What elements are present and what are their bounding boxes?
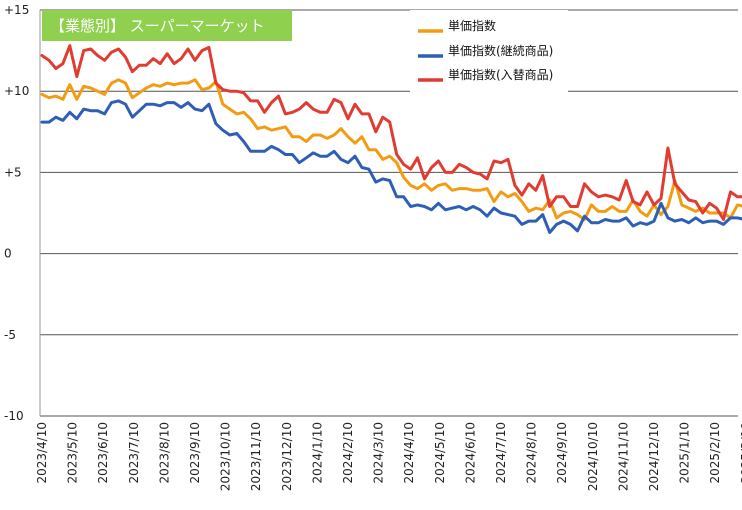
- x-tick-label: 2025/2/10: [708, 422, 722, 484]
- x-tick-label: 2024/11/10: [616, 422, 630, 491]
- x-tick-label: 2023/10/10: [219, 422, 233, 491]
- x-tick-label: 2025/3/10: [739, 422, 742, 484]
- x-tick-label: 2023/6/10: [96, 422, 110, 484]
- y-tick-label: -5: [4, 328, 16, 342]
- legend-label-continuing: 単価指数(継続商品): [448, 43, 553, 58]
- x-tick-label: 2024/5/10: [433, 422, 447, 484]
- x-tick-label: 2023/7/10: [127, 422, 141, 484]
- legend-label-replacement: 単価指数(入替商品): [448, 67, 553, 82]
- x-tick-label: 2023/5/10: [66, 422, 80, 484]
- chart-title: 【業態別】 スーパーマーケット: [50, 17, 265, 35]
- x-tick-label: 2024/12/10: [647, 422, 661, 491]
- x-tick-label: 2023/12/10: [280, 422, 294, 491]
- series-lines: [40, 44, 742, 234]
- x-tick-label: 2024/7/10: [494, 422, 508, 484]
- title-box: 【業態別】 スーパーマーケット: [42, 10, 292, 41]
- y-tick-label: 0: [4, 247, 12, 261]
- x-tick-label: 2024/10/10: [586, 422, 600, 491]
- x-tick-label: 2023/8/10: [157, 422, 171, 484]
- series-line-1: [40, 99, 742, 234]
- title-background: [42, 10, 292, 41]
- x-tick-label: 2024/4/10: [402, 422, 416, 484]
- x-tick-label: 2024/6/10: [463, 422, 477, 484]
- x-tick-label: 2024/3/10: [372, 422, 386, 484]
- series-line-2: [40, 44, 742, 221]
- x-tick-label: 2024/8/10: [525, 422, 539, 484]
- x-tick-label: 2024/1/10: [310, 422, 324, 484]
- x-tick-label: 2023/4/10: [35, 422, 49, 484]
- x-tick-label: 2024/9/10: [555, 422, 569, 484]
- y-axis-ticks: +15 +10 +5 0 -5 -10: [4, 3, 29, 423]
- y-tick-label: -10: [4, 409, 24, 423]
- y-tick-label: +5: [4, 165, 22, 179]
- y-tick-label: +10: [4, 84, 29, 98]
- y-tick-label: +15: [4, 3, 29, 17]
- x-axis-ticks: 2023/4/10 2023/5/10 2023/6/10 2023/7/10 2023…: [35, 422, 742, 491]
- x-tick-label: 2023/9/10: [188, 422, 202, 484]
- x-tick-label: 2024/2/10: [341, 422, 355, 484]
- legend: 単価指数 単価指数(継続商品) 単価指数(入替商品): [410, 10, 568, 94]
- series-line-0: [40, 78, 742, 221]
- legend-label-unit-price: 単価指数: [448, 18, 496, 33]
- x-tick-label: 2023/11/10: [249, 422, 263, 491]
- x-tick-label: 2025/1/10: [678, 422, 692, 484]
